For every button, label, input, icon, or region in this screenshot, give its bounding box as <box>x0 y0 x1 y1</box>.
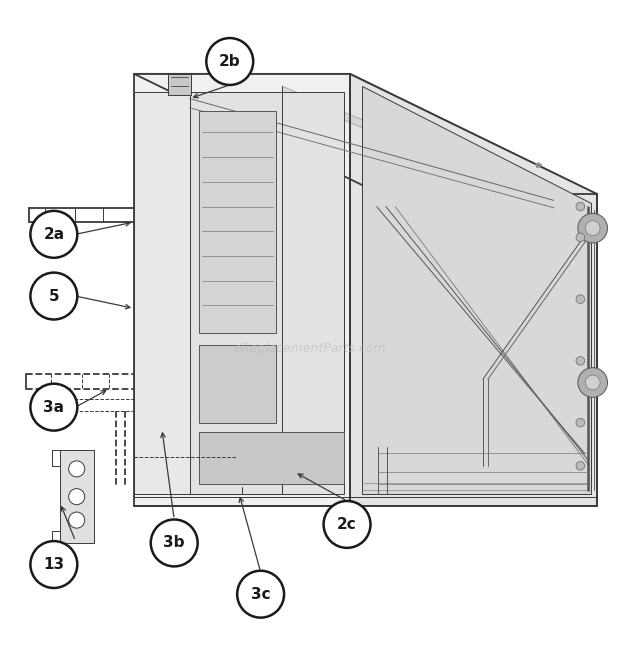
Polygon shape <box>134 92 190 494</box>
Text: 3b: 3b <box>164 535 185 550</box>
Circle shape <box>30 541 78 588</box>
Circle shape <box>30 383 78 430</box>
Circle shape <box>578 213 608 243</box>
Circle shape <box>576 295 585 304</box>
Text: 3a: 3a <box>43 400 64 414</box>
Circle shape <box>151 519 198 566</box>
Circle shape <box>206 38 253 85</box>
Circle shape <box>30 211 78 258</box>
Polygon shape <box>199 111 276 333</box>
Circle shape <box>585 220 600 236</box>
Polygon shape <box>199 345 276 422</box>
Polygon shape <box>146 86 282 191</box>
Circle shape <box>237 571 284 618</box>
Polygon shape <box>134 74 350 506</box>
Text: 13: 13 <box>43 557 64 572</box>
Circle shape <box>576 356 585 365</box>
Circle shape <box>324 501 371 548</box>
Polygon shape <box>190 92 344 494</box>
Circle shape <box>576 461 585 470</box>
Text: 3c: 3c <box>251 587 270 602</box>
Polygon shape <box>168 74 192 96</box>
Polygon shape <box>350 74 597 506</box>
Polygon shape <box>282 86 554 197</box>
Polygon shape <box>60 450 94 543</box>
Circle shape <box>578 368 608 397</box>
Polygon shape <box>199 432 344 484</box>
Polygon shape <box>282 86 554 208</box>
Text: eReplacementParts.com: eReplacementParts.com <box>234 342 386 355</box>
Circle shape <box>69 512 85 528</box>
Text: 2b: 2b <box>219 54 241 69</box>
Text: 2c: 2c <box>337 517 357 532</box>
Circle shape <box>576 418 585 427</box>
Circle shape <box>69 488 85 505</box>
Circle shape <box>69 461 85 477</box>
Polygon shape <box>134 74 597 194</box>
Polygon shape <box>363 86 591 494</box>
Circle shape <box>576 233 585 242</box>
Text: 2a: 2a <box>43 227 64 242</box>
Circle shape <box>30 273 78 319</box>
Circle shape <box>576 202 585 211</box>
Text: 5: 5 <box>48 288 59 304</box>
Circle shape <box>585 375 600 390</box>
